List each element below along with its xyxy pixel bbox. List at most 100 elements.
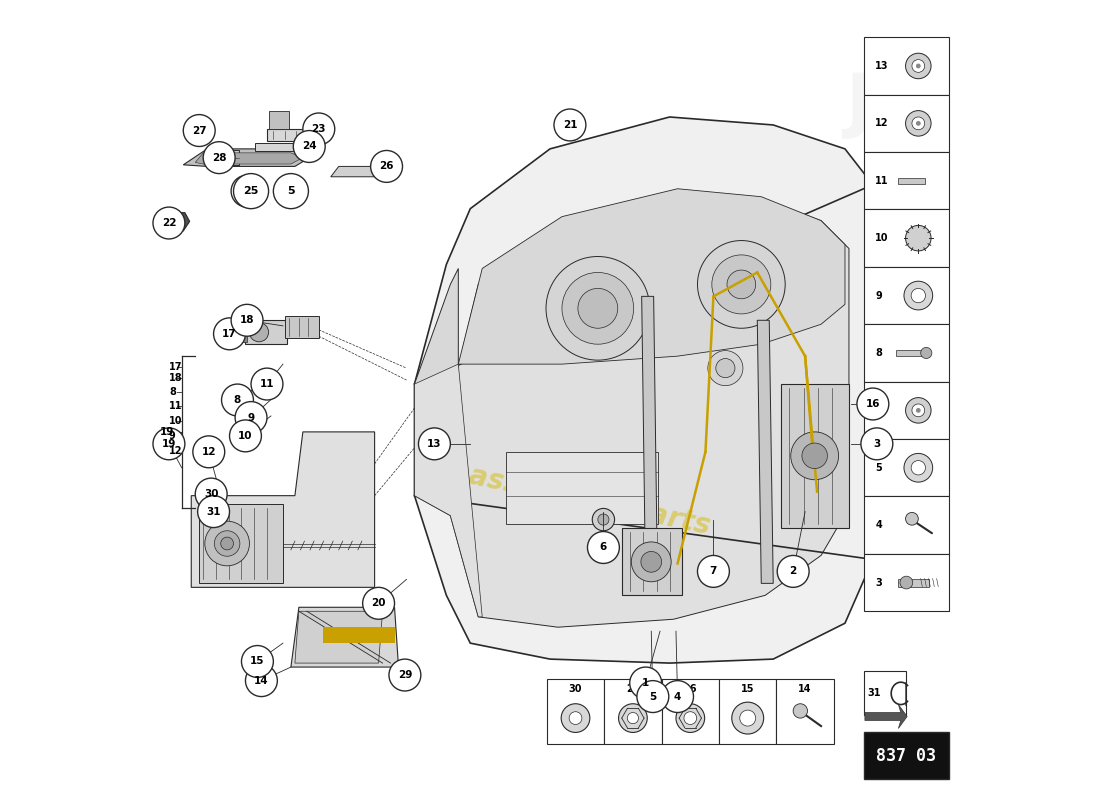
Polygon shape <box>415 117 873 663</box>
Circle shape <box>911 461 925 475</box>
Circle shape <box>214 530 240 556</box>
Text: 17: 17 <box>169 362 183 371</box>
Circle shape <box>793 704 807 718</box>
Circle shape <box>905 110 931 136</box>
Text: 18: 18 <box>240 315 254 326</box>
Bar <box>865 439 948 497</box>
Text: 11: 11 <box>260 379 274 389</box>
Polygon shape <box>267 129 327 141</box>
Circle shape <box>791 432 838 480</box>
Circle shape <box>233 174 268 209</box>
Circle shape <box>205 521 250 566</box>
Bar <box>547 679 604 744</box>
Circle shape <box>418 428 450 460</box>
Circle shape <box>235 402 267 434</box>
Circle shape <box>618 704 647 733</box>
Circle shape <box>697 241 785 328</box>
Bar <box>506 452 658 523</box>
Circle shape <box>204 142 235 174</box>
Text: 8: 8 <box>234 395 241 405</box>
Circle shape <box>905 226 931 251</box>
Text: 26: 26 <box>379 162 394 171</box>
Text: 5: 5 <box>876 462 882 473</box>
Bar <box>865 733 948 778</box>
Circle shape <box>592 509 615 530</box>
Text: 9: 9 <box>248 413 254 422</box>
Circle shape <box>153 207 185 239</box>
Polygon shape <box>331 166 395 177</box>
Circle shape <box>637 681 669 713</box>
Text: 9: 9 <box>169 431 176 441</box>
Text: 8: 8 <box>876 348 882 358</box>
Circle shape <box>250 322 268 342</box>
Polygon shape <box>195 153 302 164</box>
Bar <box>899 578 928 586</box>
Bar <box>865 554 948 611</box>
Text: 12: 12 <box>201 447 216 457</box>
Bar <box>896 350 926 356</box>
Bar <box>865 324 948 382</box>
Polygon shape <box>199 504 283 583</box>
Text: 5: 5 <box>287 186 295 196</box>
Circle shape <box>231 175 263 207</box>
Circle shape <box>562 273 634 344</box>
Text: 7: 7 <box>710 566 717 577</box>
Circle shape <box>192 436 224 468</box>
Bar <box>865 152 948 210</box>
Text: 7: 7 <box>876 406 882 415</box>
Bar <box>604 679 661 744</box>
Text: 13: 13 <box>427 439 442 449</box>
Text: 3: 3 <box>873 439 880 449</box>
Bar <box>865 671 906 715</box>
Polygon shape <box>191 432 375 587</box>
Circle shape <box>641 551 661 572</box>
Polygon shape <box>450 193 849 627</box>
Circle shape <box>921 347 932 358</box>
Text: JS: JS <box>845 70 924 139</box>
Circle shape <box>708 350 742 386</box>
Circle shape <box>684 712 696 725</box>
Polygon shape <box>415 269 459 515</box>
Bar <box>865 267 948 324</box>
Text: 3: 3 <box>876 578 882 587</box>
Polygon shape <box>184 149 311 166</box>
Text: 30: 30 <box>569 683 582 694</box>
Text: 11: 11 <box>169 401 183 410</box>
Circle shape <box>904 454 933 482</box>
Circle shape <box>802 443 827 469</box>
Polygon shape <box>295 611 383 663</box>
Bar <box>865 497 948 554</box>
Circle shape <box>198 496 230 527</box>
Text: 24: 24 <box>301 142 317 151</box>
Text: 13: 13 <box>876 61 889 71</box>
Bar <box>899 178 925 184</box>
Text: 29: 29 <box>398 670 412 680</box>
Bar <box>224 150 239 165</box>
Text: 27: 27 <box>191 126 207 135</box>
Circle shape <box>195 478 227 510</box>
Circle shape <box>546 257 650 360</box>
Circle shape <box>697 555 729 587</box>
Circle shape <box>905 398 931 423</box>
Text: 5: 5 <box>649 691 657 702</box>
Polygon shape <box>285 316 319 338</box>
Circle shape <box>912 117 925 130</box>
Polygon shape <box>167 214 186 230</box>
Text: 14: 14 <box>254 676 268 686</box>
Text: 15: 15 <box>741 683 755 694</box>
Circle shape <box>911 288 925 302</box>
Circle shape <box>251 368 283 400</box>
Text: 19: 19 <box>162 439 176 449</box>
Text: 10: 10 <box>239 431 253 441</box>
Circle shape <box>916 408 921 413</box>
Circle shape <box>778 555 810 587</box>
Text: 31: 31 <box>207 506 221 517</box>
Polygon shape <box>255 143 322 151</box>
Bar <box>270 111 289 129</box>
Bar <box>865 38 948 94</box>
Text: 15: 15 <box>250 657 265 666</box>
Circle shape <box>732 702 763 734</box>
Circle shape <box>274 174 308 209</box>
Bar <box>865 94 948 152</box>
Circle shape <box>712 255 771 314</box>
